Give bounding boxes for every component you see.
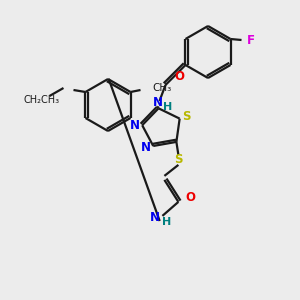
Text: S: S	[182, 110, 191, 123]
Text: N: N	[130, 119, 140, 132]
Text: CH₂CH₃: CH₂CH₃	[23, 95, 59, 105]
Text: O: O	[185, 191, 195, 204]
Text: H: H	[163, 102, 172, 112]
Text: N: N	[149, 212, 159, 224]
Text: N: N	[141, 142, 151, 154]
Text: H: H	[162, 217, 171, 227]
Text: S: S	[174, 153, 183, 167]
Text: CH₃: CH₃	[152, 83, 172, 93]
Text: N: N	[152, 97, 163, 110]
Text: O: O	[175, 70, 184, 83]
Text: F: F	[247, 34, 254, 46]
